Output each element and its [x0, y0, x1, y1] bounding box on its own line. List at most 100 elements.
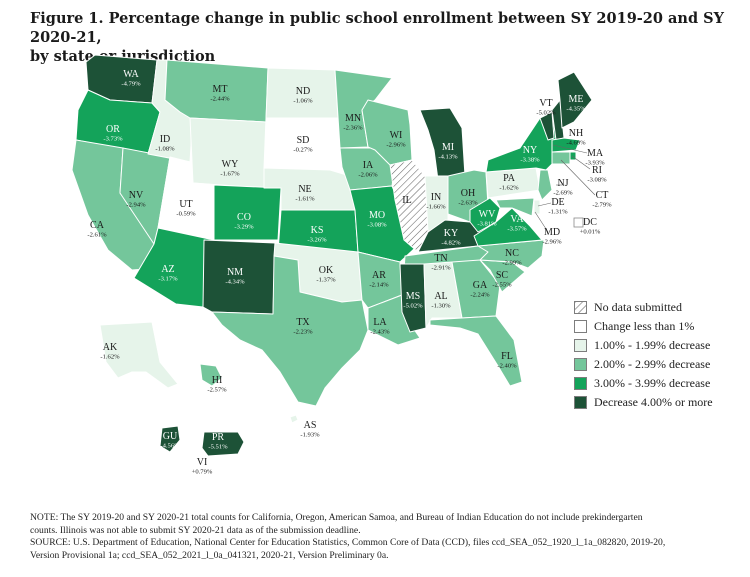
state-value-tx: -2.23%	[293, 329, 313, 336]
state-value-sc: -2.55%	[492, 282, 512, 289]
state-label-ky: KY	[444, 228, 458, 239]
state-dc-marker	[573, 217, 584, 228]
leader-line	[534, 211, 549, 233]
state-label-az: AZ	[161, 264, 174, 275]
state-value-mn: -2.36%	[343, 125, 363, 132]
state-value-or: -3.73%	[103, 136, 123, 143]
state-ct	[551, 151, 571, 165]
state-value-wa: -4.79%	[121, 81, 141, 88]
state-ri	[569, 151, 577, 161]
state-value-wy: -1.67%	[220, 171, 240, 178]
state-value-ca: -2.61%	[87, 232, 107, 239]
state-value-mi: -4.13%	[438, 154, 458, 161]
state-label-wy: WY	[222, 159, 239, 170]
state-label-ok: OK	[319, 265, 334, 276]
state-label-mt: MT	[213, 84, 228, 95]
state-hi	[199, 363, 223, 387]
state-value-md: -2.96%	[542, 239, 562, 246]
state-label-ca: CA	[90, 220, 105, 231]
state-value-ma: -3.93%	[585, 160, 605, 167]
legend-swatch-c1	[574, 339, 587, 352]
state-label-tx: TX	[296, 317, 310, 328]
state-label-hi: HI	[212, 375, 223, 386]
state-label-gu: GU	[163, 431, 178, 442]
state-value-fl: -2.40%	[497, 363, 517, 370]
note-line-1: NOTE: The SY 2019-20 and SY 2020-21 tota…	[30, 512, 643, 523]
state-label-tn: TN	[434, 253, 447, 264]
state-value-az: -3.17%	[158, 276, 178, 283]
state-label-nm: NM	[227, 267, 243, 278]
legend: No data submitted Change less than 1% 1.…	[574, 299, 713, 413]
state-value-ia: -2.06%	[358, 172, 378, 179]
state-label-wa: WA	[123, 69, 139, 80]
state-value-ks: -3.26%	[307, 237, 327, 244]
state-label-ct: CT	[596, 190, 609, 201]
state-label-va: VA	[510, 214, 524, 225]
state-value-ky: -4.82%	[441, 240, 461, 247]
state-label-ma: MA	[587, 148, 604, 159]
state-value-pa: -1.62%	[499, 185, 519, 192]
state-value-ri: -3.08%	[587, 177, 607, 184]
state-nj	[537, 169, 553, 201]
state-value-vt: -5.02%	[536, 110, 556, 117]
source-line-2: Version Provisional 1a; ccd_SEA_052_2021…	[30, 549, 389, 561]
state-nc	[477, 239, 545, 269]
legend-swatch-c3	[574, 377, 587, 390]
state-label-ne: NE	[298, 184, 311, 195]
state-label-la: LA	[373, 317, 387, 328]
state-sd	[263, 117, 343, 171]
state-value-ut: -0.59%	[176, 211, 196, 218]
legend-item-lt1: Change less than 1%	[574, 318, 713, 335]
state-label-ms: MS	[406, 291, 420, 302]
legend-label-c3: 3.00% - 3.99% decrease	[594, 376, 711, 390]
note-line-2: counts. Illinois was not able to submit …	[30, 524, 361, 536]
state-label-id: ID	[160, 134, 171, 145]
state-label-md: MD	[544, 227, 560, 238]
state-label-dc: DC	[583, 217, 597, 228]
state-gu	[159, 425, 181, 453]
state-value-pr: -5.51%	[208, 444, 228, 451]
legend-label-c2: 2.00% - 2.99% decrease	[594, 357, 711, 371]
state-value-ak: -1.62%	[100, 354, 120, 361]
state-value-ar: -2.14%	[369, 282, 389, 289]
state-value-ms: -5.02%	[403, 303, 423, 310]
state-label-vt: VT	[539, 98, 552, 109]
state-vt	[539, 111, 555, 141]
state-value-tn: -2.91%	[431, 265, 451, 272]
state-value-la: -2.43%	[370, 329, 390, 336]
legend-swatch-lt1	[574, 320, 587, 333]
state-label-wi: WI	[390, 130, 403, 141]
legend-swatch-c2	[574, 358, 587, 371]
state-value-me: -4.35%	[566, 106, 586, 113]
state-value-nm: -4.34%	[225, 279, 245, 286]
state-value-ok: -1.37%	[316, 277, 336, 284]
state-label-vi: VI	[197, 457, 208, 468]
state-value-as: -1.93%	[300, 432, 320, 439]
state-label-pa: PA	[503, 173, 516, 184]
legend-swatch-c4	[574, 396, 587, 409]
state-label-mi: MI	[442, 142, 454, 153]
state-value-nh: -4.69%	[566, 140, 586, 147]
state-label-sd: SD	[297, 135, 310, 146]
state-label-al: AL	[434, 291, 447, 302]
state-label-de: DE	[551, 197, 564, 208]
legend-item-c1: 1.00% - 1.99% decrease	[574, 337, 713, 354]
state-label-fl: FL	[501, 351, 513, 362]
state-label-ga: GA	[473, 280, 488, 291]
state-wy	[189, 117, 267, 189]
figure-title: Figure 1. Percentage change in public sc…	[30, 9, 730, 66]
state-value-al: -1.30%	[431, 303, 451, 310]
state-label-wv: WV	[479, 209, 496, 220]
state-value-nd: -1.06%	[293, 98, 313, 105]
state-value-dc: +0.01%	[580, 229, 601, 236]
state-value-gu: -4.56%	[160, 443, 180, 450]
state-value-de: -1.31%	[548, 209, 568, 216]
legend-label-c1: 1.00% - 1.99% decrease	[594, 338, 711, 352]
state-ga	[451, 259, 501, 319]
state-label-nh: NH	[569, 128, 583, 139]
state-value-in: -1.66%	[426, 204, 446, 211]
state-label-nv: NV	[129, 190, 144, 201]
leader-line	[552, 144, 588, 154]
